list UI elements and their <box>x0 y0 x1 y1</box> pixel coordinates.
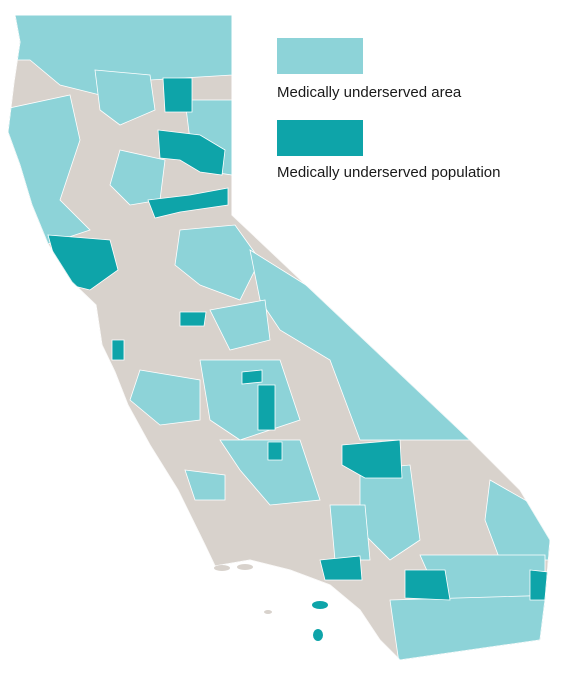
region <box>484 479 550 561</box>
region <box>241 369 263 385</box>
region <box>257 384 276 431</box>
island <box>237 564 253 570</box>
region <box>267 441 283 461</box>
legend-label: Medically underserved population <box>277 164 500 181</box>
island <box>264 610 272 614</box>
legend-swatch <box>277 120 363 156</box>
region <box>157 129 226 176</box>
region <box>147 187 229 219</box>
region <box>162 77 193 113</box>
island <box>312 601 328 609</box>
region <box>174 224 261 301</box>
islands <box>214 564 328 641</box>
island <box>313 629 323 641</box>
region <box>109 149 166 206</box>
legend-label: Medically underserved area <box>277 84 462 101</box>
region <box>389 594 550 660</box>
region <box>184 469 226 501</box>
region <box>341 439 403 479</box>
island <box>214 565 230 571</box>
region <box>94 69 156 126</box>
region <box>111 339 125 361</box>
region <box>329 504 371 561</box>
region <box>209 299 271 351</box>
legend: Medically underserved area Medically und… <box>277 38 500 181</box>
legend-swatch <box>277 38 363 74</box>
region <box>404 569 451 601</box>
region <box>319 555 363 581</box>
region <box>219 439 321 506</box>
underserved-areas <box>8 15 550 660</box>
region <box>179 311 207 327</box>
region <box>129 369 201 426</box>
underserved-populations <box>47 77 549 601</box>
